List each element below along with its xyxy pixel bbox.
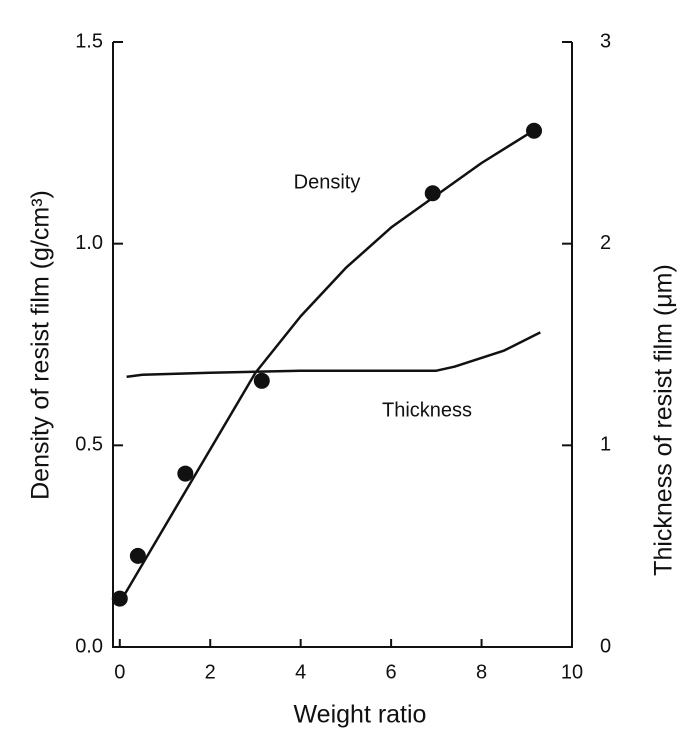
y2-tick-label: 0	[600, 635, 611, 657]
y-axis-title: Density of resist film (g/cm³)	[27, 190, 55, 500]
annotation: Density	[294, 171, 361, 193]
line-series	[126, 331, 541, 379]
y2-tick-label: 3	[600, 30, 611, 52]
x-tick-label: 10	[561, 661, 583, 683]
x-tick-label: 4	[295, 661, 306, 683]
y2-tick-label: 2	[600, 232, 611, 254]
data-point	[253, 372, 270, 389]
x-axis-title: Weight ratio	[294, 701, 427, 729]
y2-axis-title: Thickness of resist film (μm)	[650, 264, 678, 576]
x-tick-label: 2	[205, 661, 216, 683]
y-tick-label: 0.5	[75, 434, 103, 456]
data-point	[129, 547, 146, 564]
x-tick-label: 6	[386, 661, 397, 683]
y2-tick-label: 1	[600, 434, 611, 456]
y-tick-label: 0.0	[75, 635, 103, 657]
y-tick-label: 1.5	[75, 30, 103, 52]
x-tick-label: 0	[114, 661, 125, 683]
data-point	[177, 465, 194, 482]
x-tick-label: 8	[476, 661, 487, 683]
y-tick-label: 1.0	[75, 232, 103, 254]
annotation: Thickness	[382, 399, 472, 421]
axis-frame	[112, 42, 573, 648]
line-series	[118, 129, 537, 604]
data-point	[424, 185, 441, 202]
